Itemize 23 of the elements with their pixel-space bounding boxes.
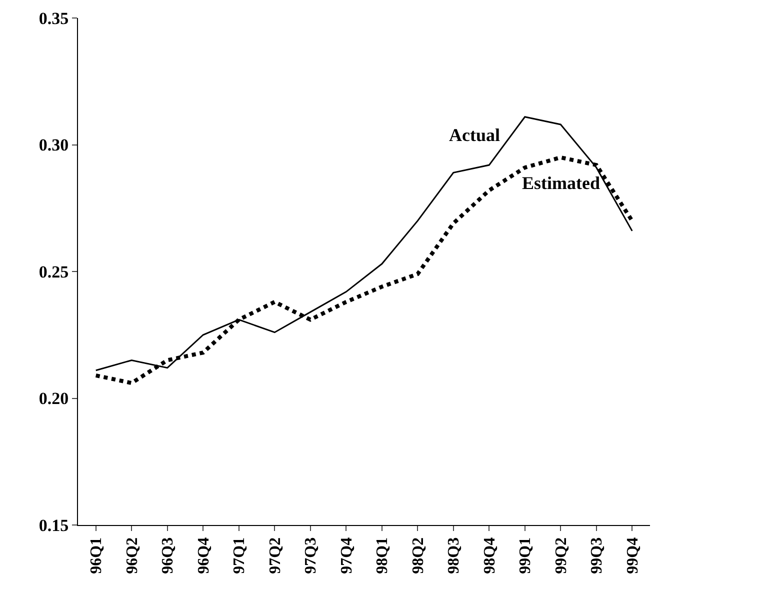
y-tick-label: 0.15 — [38, 516, 69, 535]
x-tick-label: 96Q3 — [160, 537, 177, 574]
series-label: Actual — [449, 125, 500, 145]
x-tick-label: 99Q2 — [552, 537, 570, 574]
x-tick-label: 96Q2 — [124, 537, 141, 574]
y-tick-label: 0.30 — [38, 136, 69, 155]
x-tick-label: 98Q3 — [446, 537, 463, 574]
series-label: Estimated — [522, 173, 600, 193]
x-tick-label: 96Q4 — [195, 537, 212, 574]
x-tick-label: 99Q1 — [517, 537, 534, 574]
x-tick-label: 97Q1 — [231, 537, 248, 574]
y-tick-label: 0.35 — [38, 8, 69, 28]
x-tick-label: 99Q4 — [624, 537, 642, 574]
x-tick-label: 97Q2 — [266, 537, 284, 574]
x-tick-label: 98Q1 — [374, 537, 392, 574]
x-tick-label: 99Q3 — [588, 537, 606, 574]
x-tick-label: 98Q4 — [481, 537, 498, 574]
x-tick-label: 98Q2 — [410, 537, 427, 574]
y-tick-label: 0.25 — [38, 262, 69, 282]
x-tick-label: 96Q1 — [88, 537, 106, 574]
y-tick-label: 0.20 — [38, 389, 69, 408]
x-tick-label: 97Q3 — [302, 537, 320, 574]
x-tick-label: 97Q4 — [338, 537, 356, 574]
